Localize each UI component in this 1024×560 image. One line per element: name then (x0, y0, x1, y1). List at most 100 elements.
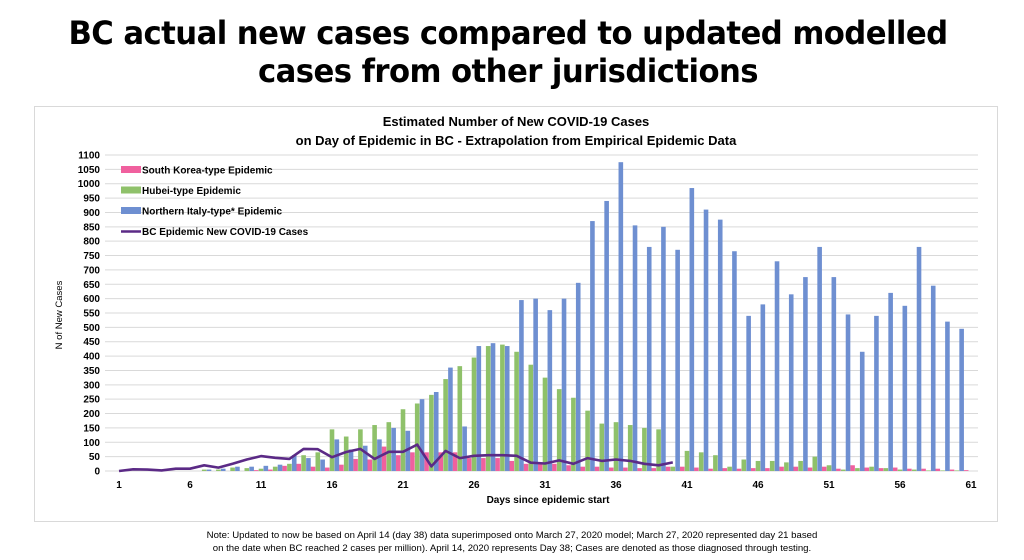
legend-swatch (121, 166, 141, 173)
bar-hubei-type-epidemic (386, 422, 392, 471)
legend: South Korea-type Epidemic Hubei-type Epid… (121, 166, 309, 238)
bar-northern-italy-type-epidemic (391, 427, 396, 471)
chart-title: Estimated Number of New COVID-19 Cases (383, 114, 650, 129)
y-tick-label: 100 (83, 438, 100, 449)
bar-south-korea-type-epidemic (850, 465, 855, 471)
bar-south-korea-type-epidemic (424, 452, 429, 471)
bar-south-korea-type-epidemic (268, 469, 273, 471)
bar-south-korea-type-epidemic (907, 468, 912, 471)
bar-northern-italy-type-epidemic (263, 465, 269, 471)
x-tick-label: 46 (752, 480, 764, 491)
bar-northern-italy-type-epidemic (448, 367, 453, 471)
bar-hubei-type-epidemic (301, 455, 306, 471)
bar-northern-italy-type-epidemic (277, 464, 283, 471)
y-tick-label: 900 (83, 208, 100, 219)
bar-northern-italy-type-epidemic (362, 445, 368, 471)
bar-south-korea-type-epidemic (821, 466, 827, 471)
bar-hubei-type-epidemic (954, 470, 960, 471)
bar-hubei-type-epidemic (571, 397, 576, 471)
bar-south-korea-type-epidemic (694, 467, 699, 471)
bar-northern-italy-type-epidemic (348, 449, 354, 471)
bar-hubei-type-epidemic (755, 460, 761, 471)
bar-south-korea-type-epidemic (523, 463, 529, 471)
bar-northern-italy-type-epidemic (433, 392, 439, 471)
y-tick-label: 150 (83, 423, 100, 434)
bar-northern-italy-type-epidemic (703, 209, 709, 471)
bar-hubei-type-epidemic (400, 409, 406, 471)
x-tick-label: 11 (256, 480, 267, 491)
bar-south-korea-type-epidemic (481, 458, 486, 471)
bar-hubei-type-epidemic (741, 459, 747, 471)
bar-south-korea-type-epidemic (310, 466, 316, 471)
legend-label: Hubei-type Epidemic (142, 186, 241, 197)
x-tick-label: 16 (326, 480, 338, 491)
bar-south-korea-type-epidemic (594, 466, 600, 471)
bar-hubei-type-epidemic (414, 403, 420, 471)
bar-northern-italy-type-epidemic (930, 285, 936, 471)
y-tick-label: 450 (83, 337, 100, 348)
bar-hubei-type-epidemic (315, 452, 321, 471)
legend-swatch (121, 186, 141, 194)
bar-hubei-type-epidemic (656, 429, 661, 471)
x-tick-label: 1 (116, 480, 122, 491)
bar-south-korea-type-epidemic (963, 470, 969, 471)
bar-hubei-type-epidemic (514, 351, 519, 471)
y-tick-label: 400 (83, 352, 100, 363)
bar-south-korea-type-epidemic (339, 464, 344, 471)
bar-hubei-type-epidemic (798, 460, 803, 471)
bar-northern-italy-type-epidemic (661, 226, 666, 471)
bar-northern-italy-type-epidemic (547, 310, 553, 471)
bar-northern-italy-type-epidemic (774, 261, 780, 471)
bar-south-korea-type-epidemic (679, 466, 685, 471)
bar-south-korea-type-epidemic (353, 458, 358, 471)
x-axis-label: Days since epidemic start (487, 495, 611, 506)
bar-south-korea-type-epidemic (878, 468, 884, 471)
x-tick-label: 36 (610, 480, 622, 491)
bar-hubei-type-epidemic (216, 469, 221, 471)
bar-hubei-type-epidemic (727, 466, 732, 471)
bar-hubei-type-epidemic (911, 469, 917, 471)
bar-hubei-type-epidemic (230, 467, 235, 471)
bar-hubei-type-epidemic (670, 466, 676, 471)
bar-northern-italy-type-epidemic (675, 249, 680, 471)
legend-swatch (121, 207, 141, 214)
bar-hubei-type-epidemic (897, 469, 903, 471)
y-tick-label: 500 (83, 323, 100, 334)
bar-south-korea-type-epidemic (892, 467, 898, 471)
bar-south-korea-type-epidemic (410, 452, 415, 471)
bar-northern-italy-type-epidemic (717, 219, 723, 471)
bar-northern-italy-type-epidemic (959, 328, 964, 471)
bar-northern-italy-type-epidemic (945, 321, 950, 471)
line-marks (118, 443, 674, 473)
bar-northern-italy-type-epidemic (845, 314, 851, 471)
bar-south-korea-type-epidemic (722, 468, 728, 471)
bar-south-korea-type-epidemic (750, 468, 756, 471)
bar-northern-italy-type-epidemic (561, 298, 567, 471)
x-tick-label: 56 (894, 480, 906, 491)
bar-northern-italy-type-epidemic (788, 294, 794, 471)
y-tick-labels: 0 50 100 150 200 250 300 350 400 450 500 550 600 650 7… (78, 151, 101, 478)
chart-subtitle: on Day of Epidemic in BC - Extrapolation… (296, 133, 737, 148)
slide-title-line-1: BC actual new cases compared to updated … (68, 14, 948, 52)
bar-hubei-type-epidemic (343, 436, 349, 471)
bar-south-korea-type-epidemic (623, 467, 628, 471)
bar-south-korea-type-epidemic (637, 468, 642, 471)
bar-marks (201, 162, 969, 472)
bar-hubei-type-epidemic (500, 344, 505, 471)
footnote-line-2: on the date when BC reached 2 cases per … (212, 543, 812, 554)
footnote: Note: Updated to now be based on April 1… (140, 529, 884, 555)
bar-hubei-type-epidemic (812, 456, 818, 471)
bar-northern-italy-type-epidemic (746, 315, 751, 471)
y-tick-label: 350 (83, 366, 100, 377)
y-tick-label: 700 (83, 265, 100, 276)
y-tick-label: 1000 (78, 179, 101, 190)
bar-south-korea-type-epidemic (921, 468, 926, 471)
bar-northern-italy-type-epidemic (476, 346, 482, 471)
bar-south-korea-type-epidemic (537, 463, 543, 471)
y-axis-label: N of New Cases (54, 280, 65, 349)
legend-label: South Korea-type Epidemic (142, 166, 273, 177)
bar-northern-italy-type-epidemic (817, 246, 822, 471)
bar-hubei-type-epidemic (713, 455, 718, 471)
bar-hubei-type-epidemic (457, 366, 463, 471)
